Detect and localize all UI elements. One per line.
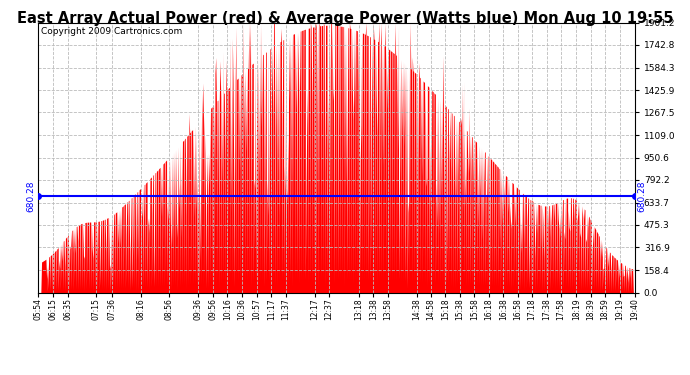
Text: Copyright 2009 Cartronics.com: Copyright 2009 Cartronics.com: [41, 27, 182, 36]
Text: 680.28: 680.28: [26, 180, 35, 212]
Text: 680.28: 680.28: [638, 180, 647, 212]
Text: East Array Actual Power (red) & Average Power (Watts blue) Mon Aug 10 19:55: East Array Actual Power (red) & Average …: [17, 11, 673, 26]
